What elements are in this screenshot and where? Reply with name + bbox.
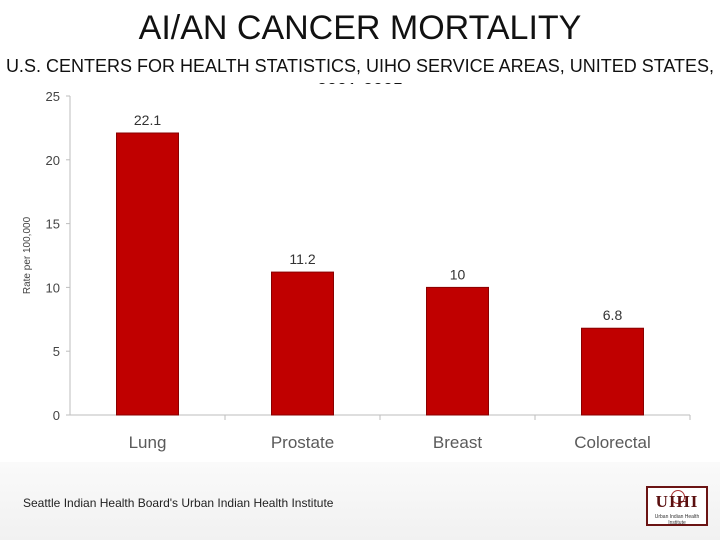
- logo-subtext: Urban Indian Health Institute: [654, 514, 700, 526]
- title-block: AI/AN CANCER MORTALITY U.S. CENTERS FOR …: [0, 0, 720, 84]
- category-label: Colorectal: [574, 433, 651, 452]
- logo-ring-icon: [671, 490, 685, 504]
- y-tick-label: 0: [53, 408, 60, 423]
- bar-prostate: [271, 271, 334, 416]
- category-label: Prostate: [271, 433, 334, 452]
- logo-letters: UIHI: [655, 492, 699, 511]
- y-tick-label: 5: [53, 344, 60, 359]
- slide-title: AI/AN CANCER MORTALITY: [138, 9, 582, 47]
- bar-chart: 0 5 10 15 20 25 Rate per 100,000 22.1 Lung 11.2 Pr…: [6, 84, 696, 464]
- y-tick-label: 20: [46, 153, 60, 168]
- bar-breast: [426, 286, 489, 416]
- bar-colorectal: [581, 327, 644, 416]
- data-label: 10: [450, 266, 466, 282]
- uihi-logo: UIHI Urban Indian Health Institute: [646, 486, 708, 526]
- data-label: 6.8: [603, 307, 623, 323]
- slide-subtitle: U.S. CENTERS FOR HEALTH STATISTICS, UIHO…: [5, 56, 715, 84]
- data-label: 22.1: [134, 112, 161, 128]
- data-label: 11.2: [289, 251, 315, 267]
- chart-svg: 0 5 10 15 20 25 Rate per 100,000 22.1 Lung 11.2 Pr…: [22, 89, 691, 452]
- y-tick-label: 25: [46, 89, 60, 104]
- footer-source-text: Seattle Indian Health Board's Urban Indi…: [23, 496, 334, 510]
- y-axis-title: Rate per 100,000: [22, 216, 33, 294]
- bar-lung: [116, 132, 179, 416]
- y-tick-label: 15: [46, 217, 60, 232]
- category-label: Breast: [433, 433, 482, 452]
- category-label: Lung: [129, 433, 167, 452]
- y-tick-label: 10: [46, 280, 60, 295]
- footer-band: [0, 462, 720, 540]
